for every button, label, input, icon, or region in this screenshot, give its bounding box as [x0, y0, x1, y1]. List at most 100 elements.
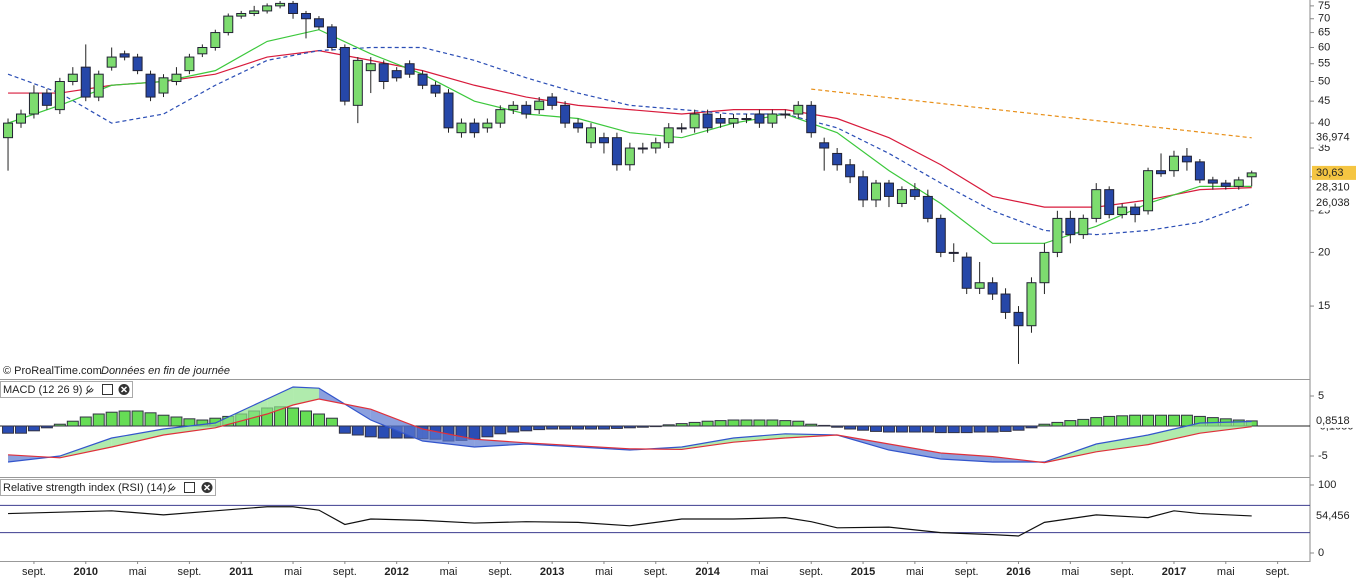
close-cross[interactable] — [120, 386, 128, 393]
candle-body — [469, 122, 480, 134]
candle-body — [624, 147, 635, 166]
candle-body — [1194, 161, 1205, 181]
macd-fill — [733, 433, 786, 443]
x-tick-label: mai — [1217, 566, 1235, 578]
series-line — [811, 88, 1252, 139]
y-tick-label: 55 — [1318, 58, 1330, 70]
histogram-bar — [844, 425, 857, 430]
macd-fill — [163, 423, 216, 436]
window-icon[interactable] — [102, 384, 113, 395]
candle-body — [1000, 293, 1011, 313]
candle-body — [326, 26, 337, 48]
y-tick-label: -5 — [1318, 450, 1328, 462]
macd-tools[interactable] — [85, 384, 130, 395]
last-value-box — [1312, 508, 1356, 523]
histogram-bar — [1064, 420, 1077, 427]
candle-body — [689, 113, 700, 129]
y-tick-label: 100 — [1318, 479, 1336, 491]
candle-body — [832, 152, 843, 166]
candle-body — [482, 122, 493, 129]
histogram-bar — [53, 423, 66, 427]
series-line — [8, 506, 1252, 537]
macd-fill — [888, 444, 941, 460]
x-tick-label: sept. — [644, 566, 668, 578]
candle-body — [1078, 217, 1089, 236]
histogram-bar — [481, 425, 494, 438]
candle-body — [961, 256, 972, 289]
candle-body — [495, 109, 506, 124]
histogram-bar — [649, 425, 662, 428]
histogram-bar — [287, 407, 300, 427]
wrench-icon[interactable] — [85, 385, 94, 395]
histogram-bar — [1155, 414, 1168, 427]
candle-body — [378, 63, 389, 83]
rsi-tools[interactable] — [167, 482, 213, 493]
x-tick-label: 2013 — [540, 566, 564, 578]
candle-body — [80, 66, 91, 98]
histogram-bar — [92, 413, 105, 427]
histogram-bar — [118, 410, 131, 427]
last-value-label: 36,974 — [1316, 132, 1350, 144]
x-tick-label: sept. — [333, 566, 357, 578]
candle-body — [806, 104, 817, 134]
candle-body — [404, 63, 415, 75]
last-value-label: 54,456 — [1316, 510, 1350, 522]
x-tick-label: mai — [129, 566, 147, 578]
y-tick-label: 70 — [1318, 13, 1330, 25]
histogram-bar — [805, 423, 818, 427]
candle-body — [236, 12, 247, 17]
source: © ProRealTime.com — [3, 365, 102, 377]
candle-body — [663, 127, 674, 144]
candle-body — [1065, 217, 1076, 236]
histogram-bar — [1167, 414, 1180, 427]
histogram-bar — [377, 425, 390, 439]
histogram-bar — [857, 425, 870, 431]
wrench-icon[interactable] — [167, 483, 176, 493]
histogram-bar — [701, 420, 714, 427]
x-tick-label: sept. — [22, 566, 46, 578]
candle-body — [197, 46, 208, 55]
histogram-bar — [559, 425, 572, 430]
y-tick-label: 75 — [1318, 0, 1330, 12]
histogram-bar — [688, 421, 701, 427]
histogram-bar — [947, 425, 960, 434]
candle-body — [391, 70, 402, 79]
candle-body — [637, 147, 648, 150]
candle-body — [715, 118, 726, 124]
y-tick-label: 20 — [1318, 246, 1330, 258]
candle-body — [15, 113, 26, 124]
candle-body — [132, 56, 143, 72]
candle-body — [223, 15, 234, 34]
x-tick-label: 2016 — [1006, 566, 1030, 578]
close-cross[interactable] — [203, 484, 211, 491]
histogram-bar — [610, 425, 623, 429]
histogram-bar — [895, 425, 908, 433]
macd-fill — [1096, 435, 1149, 452]
x-tick-label: 2010 — [74, 566, 98, 578]
candle-body — [365, 63, 376, 72]
candle-body — [987, 282, 998, 295]
candle-body — [560, 104, 571, 124]
histogram-bar — [131, 410, 144, 427]
x-tick-label: 2012 — [384, 566, 408, 578]
macd-fill — [370, 409, 423, 442]
candle-body — [922, 195, 933, 219]
candle-body — [741, 118, 752, 121]
histogram-bar — [792, 420, 805, 427]
window-icon[interactable] — [184, 482, 195, 493]
candle-body — [974, 282, 985, 289]
candle-body — [430, 84, 441, 94]
note: Données en fin de journée — [101, 365, 230, 377]
histogram-bar — [960, 425, 973, 434]
histogram-bar — [973, 425, 986, 433]
histogram-bar — [1077, 418, 1090, 427]
histogram-bar — [766, 419, 779, 427]
histogram-bar — [740, 419, 753, 427]
x-tick-label: 2014 — [695, 566, 720, 578]
histogram-bar — [14, 425, 27, 434]
x-tick-label: mai — [906, 566, 924, 578]
histogram-bar — [494, 425, 507, 435]
candle-body — [935, 217, 946, 253]
histogram-bar — [2, 425, 15, 434]
